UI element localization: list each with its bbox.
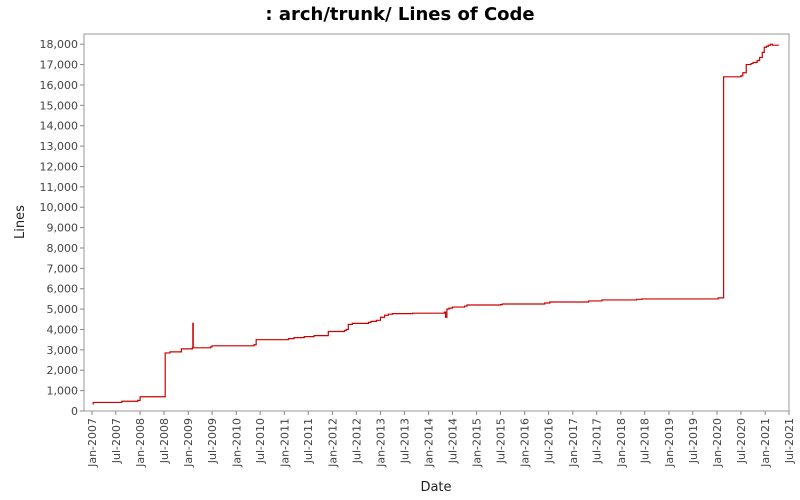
x-tick-label: Jan-2021 [759,418,772,468]
x-tick-label: Jul-2007 [110,418,123,464]
y-tick-label: 15,000 [40,99,79,112]
y-tick-label: 13,000 [40,140,79,153]
y-tick-label: 12,000 [40,160,79,173]
x-tick-label: Jul-2014 [446,418,459,464]
x-tick-label: Jul-2010 [254,418,267,464]
x-tick-label: Jan-2018 [615,418,628,468]
x-tick-label: Jul-2017 [591,418,604,464]
x-tick-label: Jul-2009 [206,418,219,464]
x-tick-label: Jan-2016 [519,418,532,468]
x-tick-label: Jan-2020 [711,418,724,468]
x-tick-label: Jul-2011 [302,418,315,464]
y-tick-label: 17,000 [40,59,79,72]
x-tick-label: Jul-2020 [735,418,748,464]
x-tick-label: Jul-2015 [494,418,507,464]
x-tick-label: Jul-2021 [783,418,796,464]
x-tick-label: Jan-2008 [134,418,147,468]
x-tick-label: Jan-2010 [230,418,243,468]
y-tick-label: 9,000 [47,222,79,235]
y-axis-label: Lines [13,205,28,239]
series-line [92,43,779,405]
x-tick-label: Jan-2019 [663,418,676,468]
x-tick-label: Jul-2012 [350,418,363,464]
x-tick-label: Jul-2018 [639,418,652,464]
y-tick-label: 2,000 [47,364,79,377]
y-tick-label: 6,000 [47,283,79,296]
x-axis-label: Date [420,480,451,495]
y-tick-label: 8,000 [47,242,79,255]
y-tick-label: 3,000 [47,344,79,357]
y-tick-label: 18,000 [40,38,79,51]
y-tick-label: 5,000 [47,303,79,316]
x-axis: Jan-2007 Jul-2007 Jan-2008 Jul-2008 Jan-2009… [86,411,796,468]
x-tick-label: Jan-2011 [278,418,291,468]
y-tick-label: 16,000 [40,79,79,92]
x-tick-label: Jan-2015 [471,418,484,468]
y-axis: 0 1,000 2,000 3,000 4,000 5,000 6,000 7,000 8,00… [40,38,84,418]
x-tick-label: Jan-2013 [375,418,388,468]
x-tick-label: Jan-2007 [86,418,99,468]
y-tick-label: 0 [71,405,78,418]
y-tick-label: 11,000 [40,181,79,194]
x-tick-label: Jul-2016 [543,418,556,464]
x-tick-label: Jul-2013 [398,418,411,464]
x-tick-label: Jan-2017 [567,418,580,468]
x-tick-label: Jan-2012 [326,418,339,468]
series-layer [92,43,779,405]
x-tick-label: Jul-2008 [158,418,171,464]
y-tick-label: 1,000 [47,385,79,398]
chart-title: : arch/trunk/ Lines of Code [265,4,534,25]
y-tick-label: 10,000 [40,201,79,214]
y-tick-label: 7,000 [47,262,79,275]
y-tick-label: 14,000 [40,120,79,133]
y-tick-label: 4,000 [47,323,79,336]
x-tick-label: Jul-2019 [687,418,700,464]
plot-area [83,33,790,412]
x-tick-label: Jan-2009 [182,418,195,468]
x-tick-label: Jan-2014 [423,418,436,468]
